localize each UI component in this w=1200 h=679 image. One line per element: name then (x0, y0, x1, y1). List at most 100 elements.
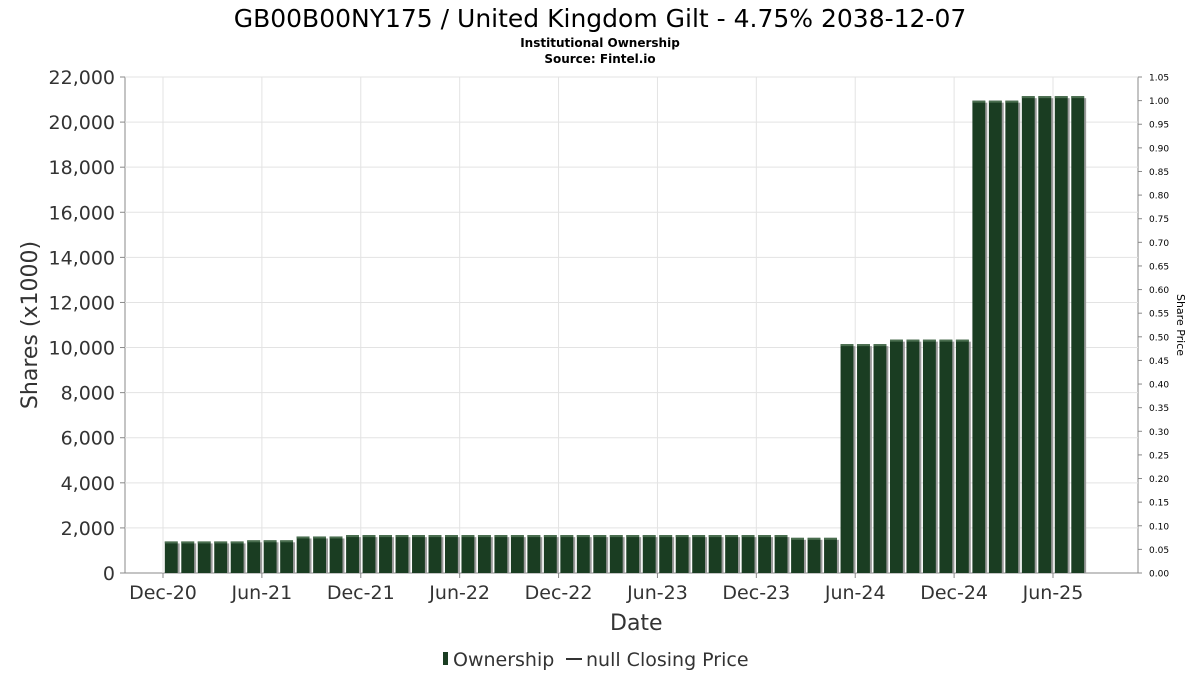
ownership-bar-highlight (1021, 96, 1035, 99)
ownership-bar-highlight (395, 535, 409, 538)
ownership-bar-highlight (296, 536, 310, 539)
ownership-bar-fill (247, 540, 261, 573)
ownership-bar-fill (840, 344, 854, 573)
legend-ownership-label: Ownership (453, 649, 554, 671)
y2-tick-label: 0.55 (1149, 310, 1169, 320)
ownership-bar (972, 100, 988, 573)
ownership-bar (889, 339, 905, 573)
ownership-bar-fill (939, 339, 953, 573)
ownership-bar-highlight (626, 535, 640, 538)
x-tick-label: Jun-24 (824, 582, 886, 604)
ownership-bar (1071, 96, 1087, 573)
ownership-bar-highlight (840, 344, 854, 347)
ownership-bar-highlight (181, 541, 195, 544)
ownership-bar-highlight (1071, 96, 1085, 99)
ownership-bar-fill (395, 535, 409, 573)
chart-source: Source: Fintel.io (544, 52, 655, 66)
ownership-bar-fill (362, 535, 376, 573)
ownership-bar-highlight (758, 535, 772, 538)
ownership-bar-highlight (873, 344, 887, 347)
ownership-bar-fill (379, 535, 392, 573)
ownership-bar (181, 541, 197, 573)
ownership-bar-highlight (576, 535, 590, 538)
ownership-bar (527, 535, 543, 573)
ownership-bar-highlight (543, 535, 557, 538)
ownership-bar-highlight (889, 339, 903, 342)
y2-tick-label: 0.25 (1149, 451, 1169, 461)
y2-tick-label: 0.95 (1149, 121, 1169, 131)
y2-tick-label: 0.65 (1149, 262, 1169, 272)
ownership-bar (461, 535, 477, 573)
y2-tick-label: 0.40 (1149, 381, 1169, 391)
ownership-bar-fill (527, 535, 541, 573)
y-tick-label: 6,000 (61, 428, 115, 450)
y-tick-label: 2,000 (61, 518, 115, 540)
ownership-bar-fill (576, 535, 590, 573)
x-tick-label: Jun-21 (231, 582, 293, 604)
legend-price-label: null Closing Price (586, 649, 749, 671)
ownership-bar-fill (280, 540, 294, 573)
y2-tick-label: 0.60 (1149, 286, 1169, 296)
y-tick-label: 18,000 (49, 157, 115, 179)
ownership-bar-fill (494, 535, 508, 573)
ownership-bar-fill (1021, 96, 1035, 573)
ownership-bar (329, 536, 345, 573)
ownership-bar (741, 535, 757, 573)
x-tick-label: Jun-25 (1022, 582, 1084, 604)
y2-tick-label: 0.85 (1149, 168, 1169, 178)
ownership-bar (873, 344, 889, 573)
ownership-bar-highlight (214, 541, 228, 544)
ownership-bar-fill (906, 339, 920, 573)
y-tick-label: 12,000 (49, 292, 115, 314)
ownership-bar-fill (543, 535, 557, 573)
ownership-bar-fill (477, 535, 491, 573)
ownership-bar (362, 535, 378, 573)
y2-tick-label: 0.20 (1149, 475, 1169, 485)
ownership-bars (164, 96, 1087, 573)
ownership-bar (774, 535, 790, 573)
ownership-bar (477, 535, 493, 573)
ownership-bar (593, 535, 609, 573)
ownership-bar-fill (774, 535, 788, 573)
ownership-bar-fill (510, 535, 524, 573)
ownership-bar-highlight (774, 535, 788, 538)
ownership-bar (708, 535, 724, 573)
ownership-bar-fill (313, 536, 327, 573)
ownership-bar (659, 535, 675, 573)
ownership-bar (164, 541, 180, 573)
ownership-bar-fill (922, 339, 936, 573)
ownership-bar (922, 339, 938, 573)
ownership-bar-highlight (461, 535, 475, 538)
ownership-bar-highlight (164, 541, 178, 544)
ownership-bar-fill (988, 100, 1002, 573)
ownership-bar-highlight (477, 535, 491, 538)
ownership-bar (280, 540, 296, 573)
ownership-bar-highlight (972, 100, 986, 103)
y-tick-label: 4,000 (61, 473, 115, 495)
ownership-bar (230, 541, 246, 573)
y2-tick-label: 0.30 (1149, 428, 1169, 438)
ownership-bar (758, 535, 774, 573)
ownership-bar-fill (181, 541, 195, 573)
ownership-bar (395, 535, 411, 573)
ownership-bar (263, 540, 279, 573)
ownership-bar-highlight (197, 541, 211, 544)
y-tick-label: 22,000 (49, 67, 115, 89)
ownership-bar-fill (329, 536, 343, 573)
ownership-bar-fill (791, 537, 804, 573)
ownership-bar-fill (1071, 96, 1085, 573)
ownership-bar-fill (164, 541, 178, 573)
ownership-bar-fill (955, 339, 969, 573)
ownership-bar-fill (412, 535, 425, 573)
ownership-bar-highlight (527, 535, 541, 538)
ownership-bar-fill (214, 541, 228, 573)
ownership-bar-highlight (725, 535, 739, 538)
y2-tick-label: 0.45 (1149, 357, 1169, 367)
ownership-bar (1005, 100, 1021, 573)
ownership-bar-highlight (922, 339, 936, 342)
x-tick-label: Jun-22 (428, 582, 490, 604)
ownership-bar-highlight (1005, 100, 1019, 103)
ownership-bar-fill (642, 535, 656, 573)
ownership-bar-fill (609, 535, 623, 573)
